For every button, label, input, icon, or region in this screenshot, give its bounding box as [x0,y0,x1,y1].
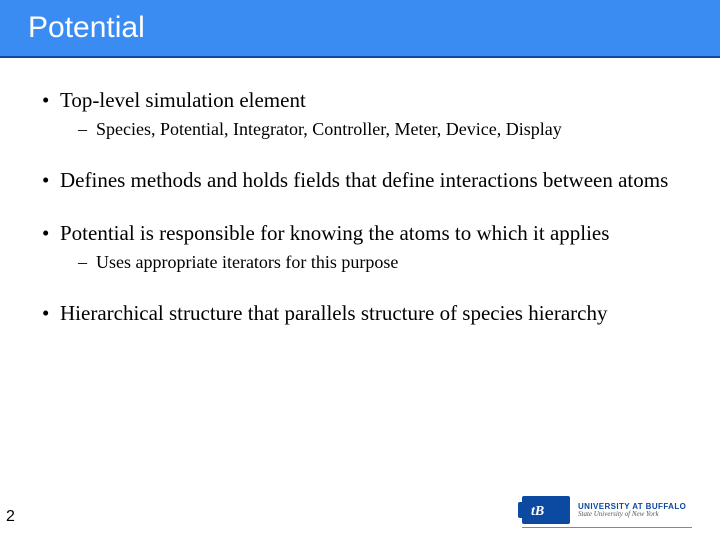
bullet-text: Defines methods and holds fields that de… [60,168,668,193]
title-bar: Potential [0,0,720,58]
svg-text:tB: tB [531,504,544,519]
sub-bullet-text: Uses appropriate iterators for this purp… [96,252,398,273]
page-number: 2 [6,508,15,526]
ub-logo-icon: tB [522,496,570,524]
sub-bullet-text: Species, Potential, Integrator, Controll… [96,119,562,140]
logo-line2: State University of New York [578,511,686,518]
logo-text: UNIVERSITY AT BUFFALO State University o… [578,503,686,518]
sub-bullet-marker: – [78,252,96,273]
bullet-item: • Top-level simulation element [42,88,684,113]
bullet-marker: • [42,301,60,326]
logo-underline [522,527,692,528]
sub-bullet-item: – Uses appropriate iterators for this pu… [78,252,684,273]
bullet-text: Potential is responsible for knowing the… [60,221,609,246]
sub-bullet-marker: – [78,119,96,140]
bullet-item: • Hierarchical structure that parallels … [42,301,684,326]
bullet-marker: • [42,88,60,113]
bullet-item: • Potential is responsible for knowing t… [42,221,684,246]
footer-logo: tB UNIVERSITY AT BUFFALO State Universit… [522,496,692,528]
logo-row: tB UNIVERSITY AT BUFFALO State Universit… [522,496,686,524]
sub-bullet-item: – Species, Potential, Integrator, Contro… [78,119,684,140]
bullet-marker: • [42,168,60,193]
bullet-text: Hierarchical structure that parallels st… [60,301,608,326]
bullet-item: • Defines methods and holds fields that … [42,168,684,193]
bullet-text: Top-level simulation element [60,88,306,113]
bullet-marker: • [42,221,60,246]
slide-content: • Top-level simulation element – Species… [0,58,720,326]
slide-title: Potential [28,11,145,45]
